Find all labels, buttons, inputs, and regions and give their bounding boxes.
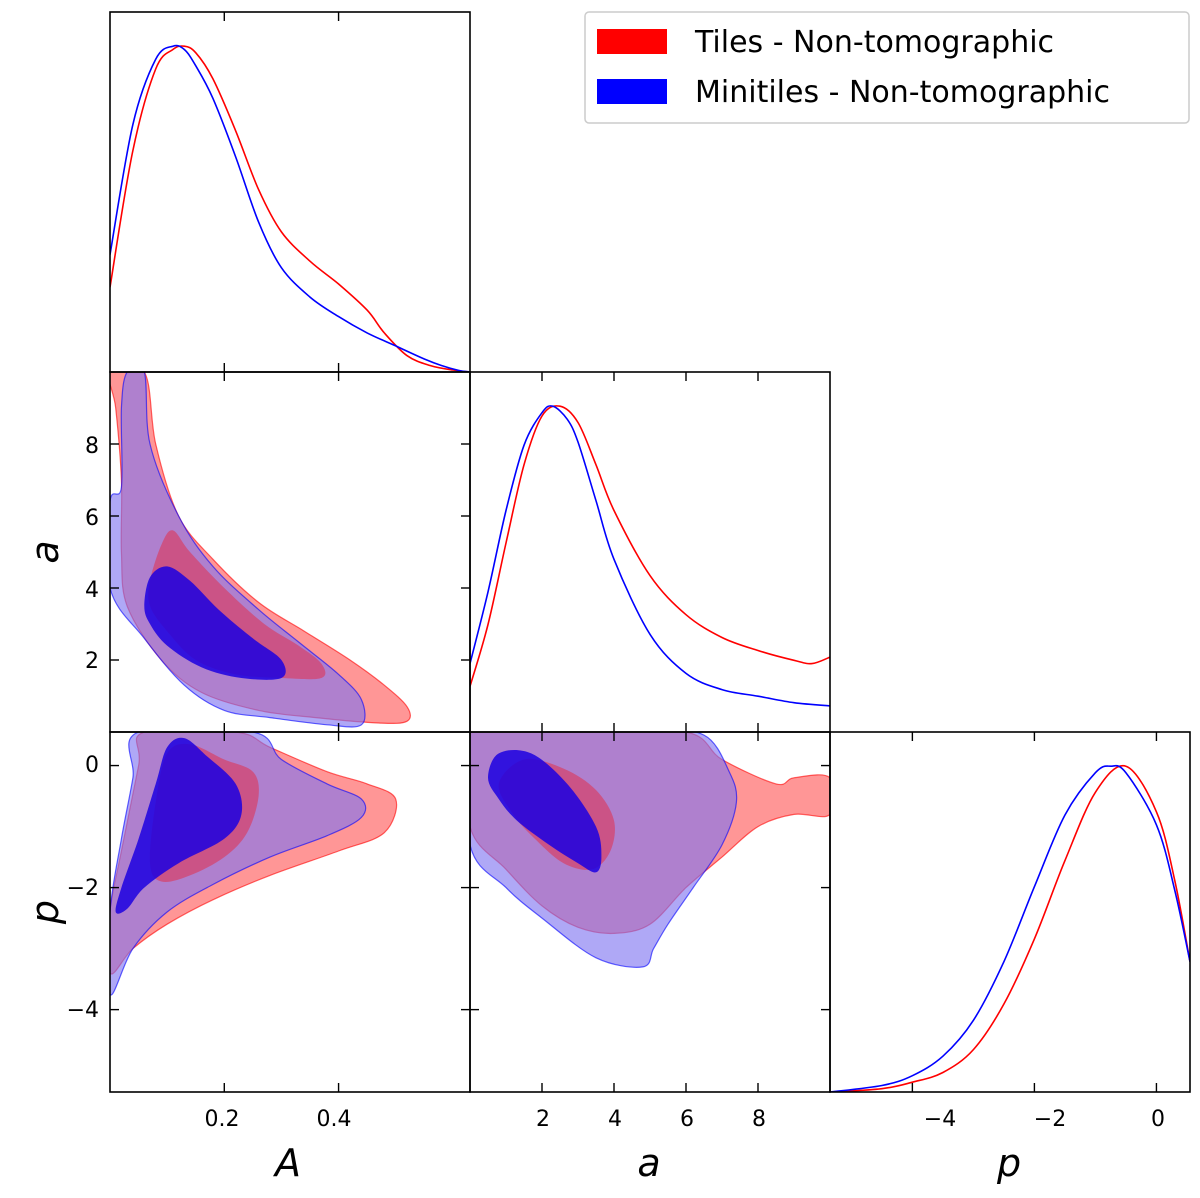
tick-label-a-y-3: 8	[85, 434, 99, 459]
tick-label-p-y-1: −2	[67, 876, 99, 901]
contours-A-a	[110, 372, 411, 728]
y-axis-label-p: p	[23, 900, 67, 925]
tick-label-p-x-0: −4	[924, 1107, 956, 1132]
contour-inner-A-a-minitiles	[144, 566, 286, 680]
contour-inner-a-p-minitiles	[488, 749, 602, 873]
x-axis-label-A: A	[272, 1141, 301, 1185]
y-axis-label-a: a	[23, 540, 67, 563]
panel-frame-A	[109, 11, 471, 373]
legend-label-minitiles: Minitiles - Non-tomographic	[695, 75, 1110, 110]
tick-label-p-x-1: −2	[1034, 1107, 1066, 1132]
marginal-line-A-minitiles	[110, 44, 470, 372]
marginal-line-a-minitiles	[470, 405, 830, 707]
tick-label-a-y-1: 4	[85, 578, 99, 603]
tick-label-p-x-2: 0	[1151, 1107, 1165, 1132]
marginal-line-p-tiles	[830, 764, 1190, 1092]
legend-label-tiles: Tiles - Non-tomographic	[694, 25, 1054, 60]
tick-label-p-y-2: 0	[85, 753, 99, 778]
marginal-line-a-tiles	[470, 405, 830, 687]
marginal-line-A-tiles	[110, 45, 470, 372]
legend-frame	[584, 11, 1190, 124]
legend-swatch-minitiles	[597, 79, 667, 104]
contours-a-p	[470, 732, 830, 968]
tick-label-a-x-2: 6	[680, 1107, 694, 1132]
tick-label-A-1: 0.4	[317, 1107, 352, 1132]
legend-swatch-tiles	[597, 29, 667, 54]
marginal-lines	[110, 44, 1190, 1092]
tick-label-a-y-2: 6	[85, 506, 99, 531]
panel-frames	[109, 11, 1191, 1093]
contour-inner-A-p-minitiles	[115, 737, 243, 914]
panel-frame-a-p	[469, 731, 831, 1093]
marginal-A	[110, 44, 470, 372]
tick-label-a-y-0: 2	[85, 649, 99, 674]
tick-marks	[110, 12, 1158, 1092]
tick-label-A-0: 0.2	[205, 1107, 240, 1132]
panel-frame-a	[469, 371, 831, 733]
tick-label-p-y-0: −4	[67, 998, 99, 1023]
x-axis-label-p: p	[996, 1141, 1021, 1185]
legend: Tiles - Non-tomographic Minitiles - Non-…	[584, 11, 1190, 124]
tick-label-a-x-0: 2	[536, 1107, 550, 1132]
contour-fills	[110, 372, 830, 996]
marginal-line-p-minitiles	[830, 764, 1190, 1092]
marginal-a	[470, 405, 830, 707]
marginal-p	[830, 764, 1190, 1092]
x-axis-label-a: a	[637, 1141, 660, 1185]
tick-label-a-x-1: 4	[608, 1107, 622, 1132]
contours-A-p	[110, 732, 398, 996]
tick-label-a-x-3: 8	[752, 1107, 766, 1132]
